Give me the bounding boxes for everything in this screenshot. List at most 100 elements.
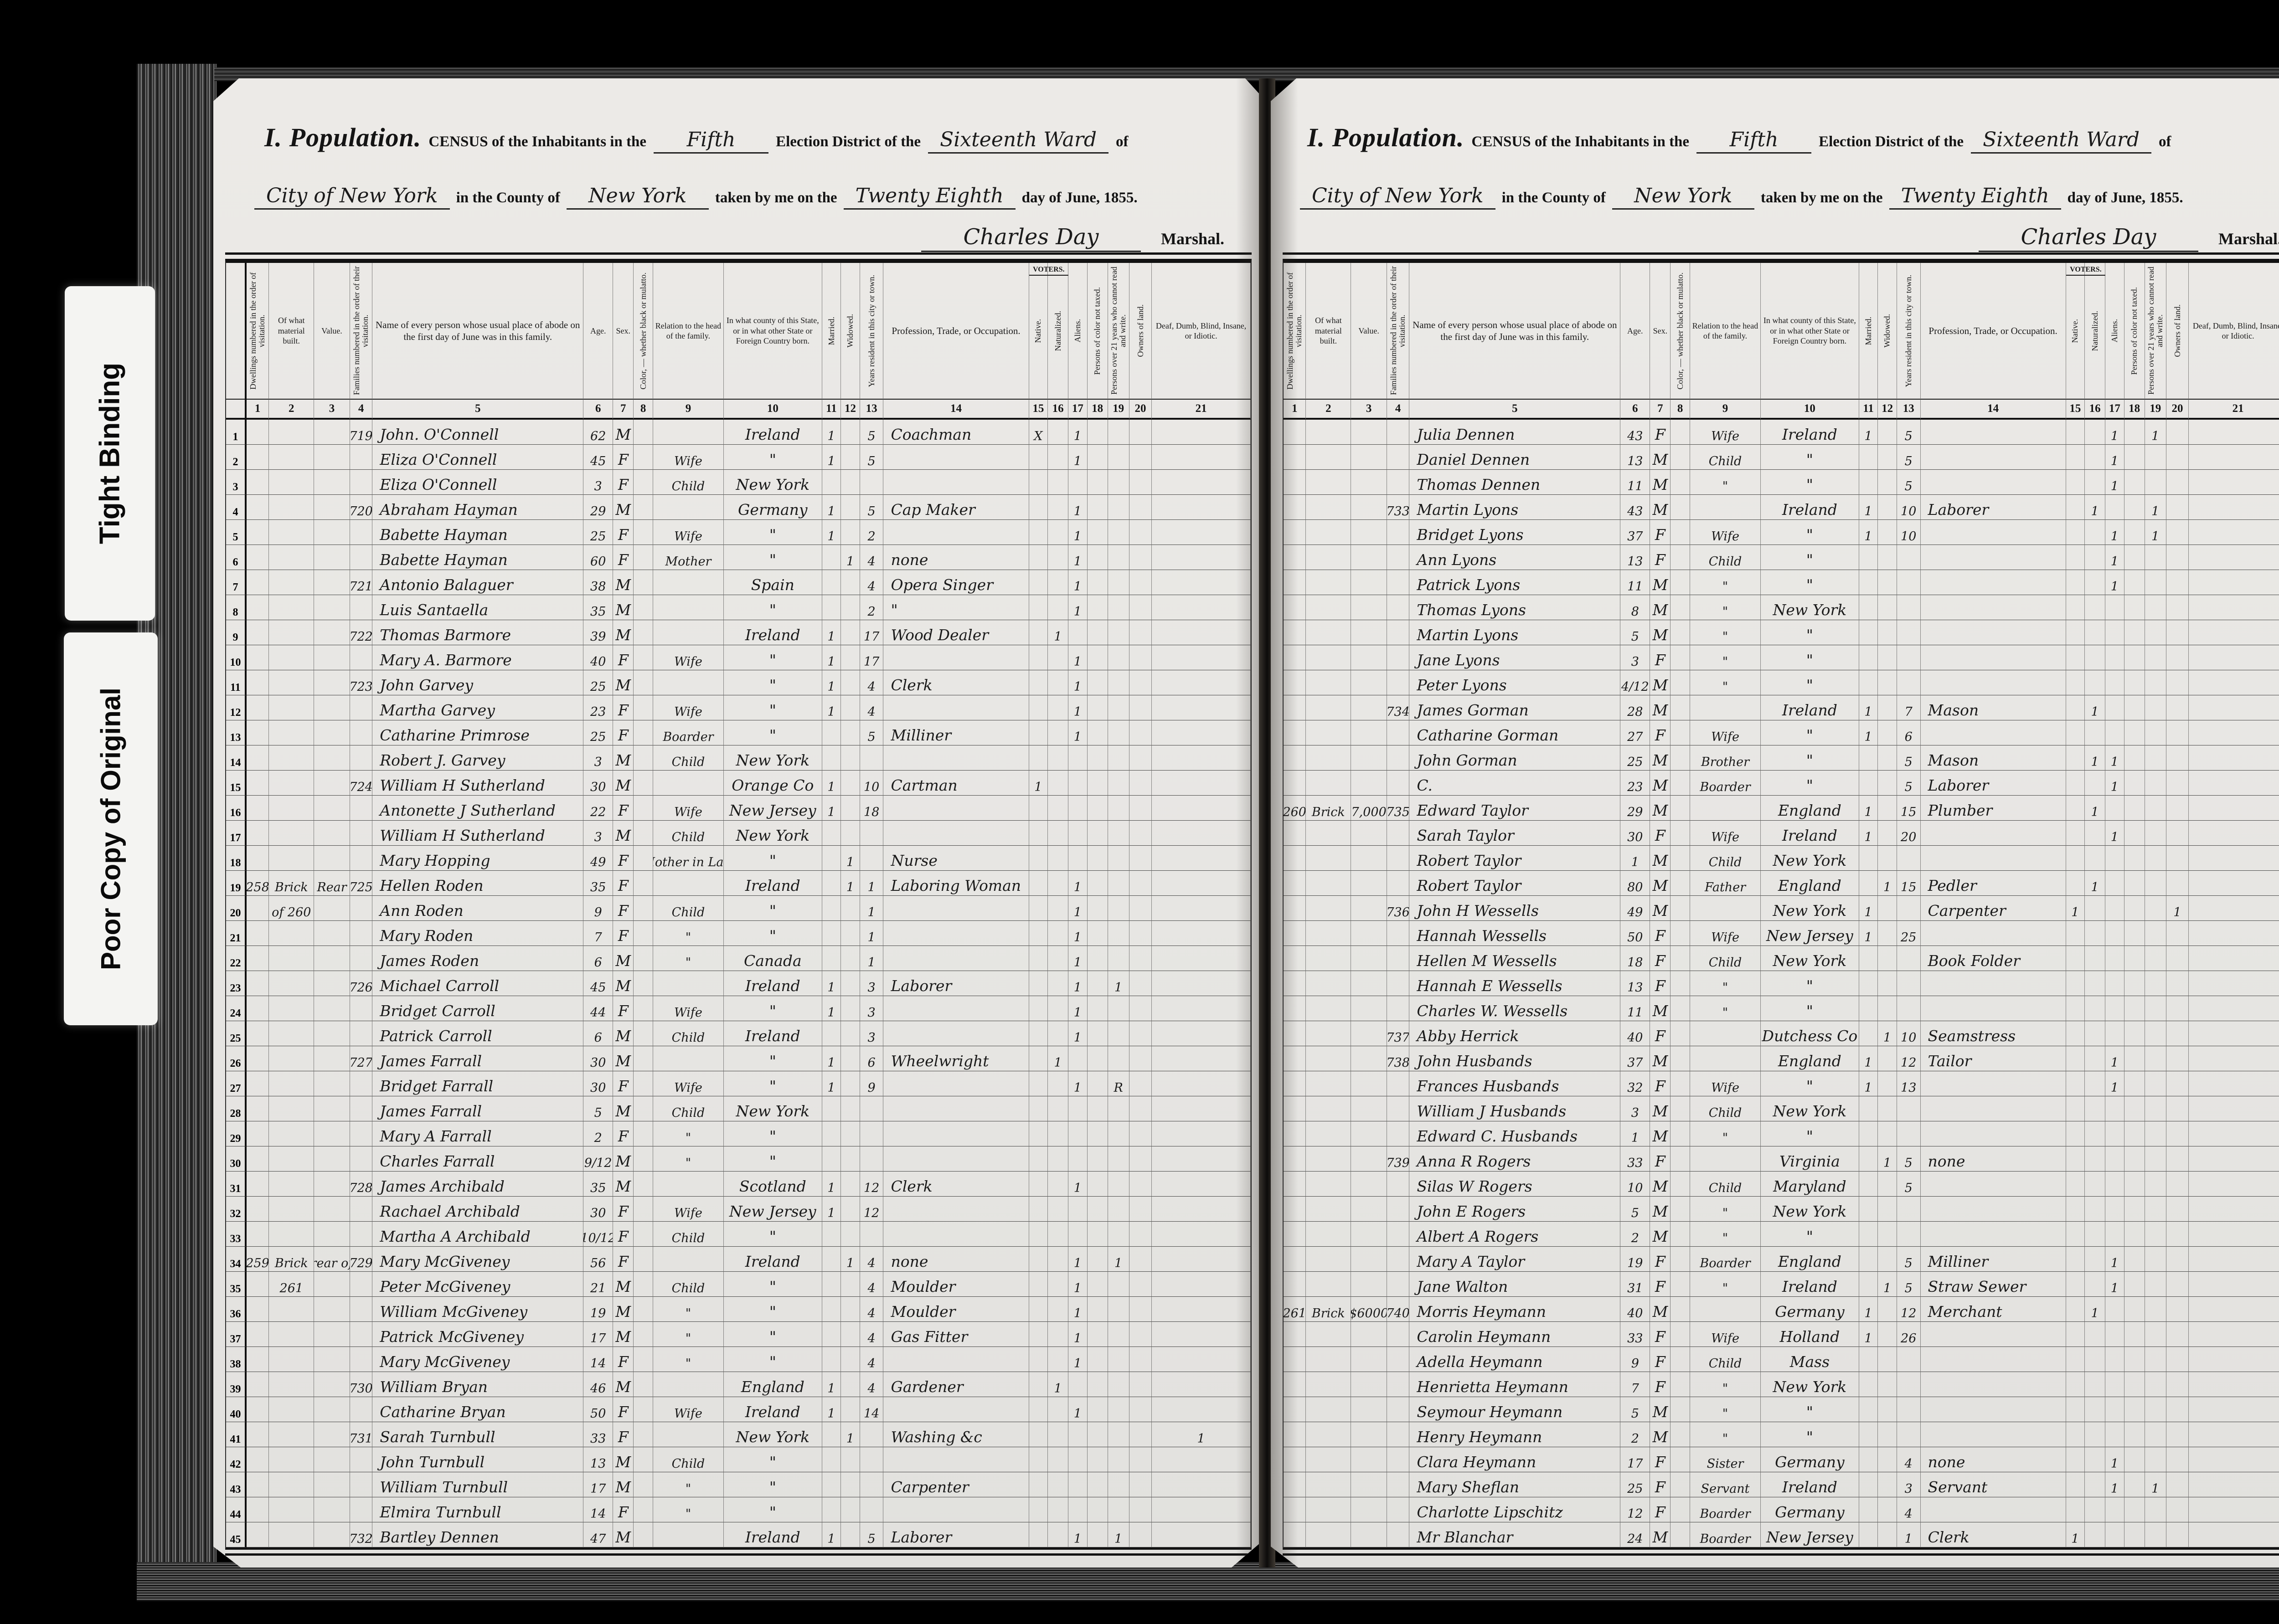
cell-name: William J Husbands (1409, 1096, 1620, 1121)
cell-widowed (1878, 921, 1897, 946)
cell-material (1306, 570, 1351, 595)
cell-voter-native (1029, 1021, 1048, 1046)
cell-married (1859, 1197, 1878, 1222)
cell-deaf-dumb (2189, 771, 2279, 796)
cell-age: 13 (1620, 445, 1650, 470)
cell-age: 5 (1620, 620, 1650, 645)
cell-married (822, 1472, 841, 1497)
column-header-18: Persons of color not taxed. (2124, 263, 2145, 400)
cell-cannot-read-write (2145, 1347, 2166, 1372)
census-table-left: Dwellings numbered in the order of visit… (225, 252, 1252, 1556)
cell-alien (1068, 745, 1088, 771)
cell-family-no (350, 896, 372, 921)
cell-cannot-read-write: 1 (2145, 1472, 2166, 1497)
cell-widowed (841, 771, 860, 796)
cell-age: 33 (1620, 1322, 1650, 1347)
cell-years-resident: 5 (1897, 1272, 1921, 1297)
cell-color-not-taxed (2124, 1021, 2145, 1046)
cell-age: 3 (1620, 645, 1650, 670)
cell-material (269, 745, 314, 771)
cell-voter-native (2066, 846, 2085, 871)
cell-married (1859, 1372, 1878, 1397)
header-text: taken by me on the (1760, 190, 1883, 206)
cell-family-no (350, 445, 372, 470)
cell-name: Frances Husbands (1409, 1071, 1620, 1096)
cell-family-no: 735 (1387, 796, 1409, 821)
cell-voter-native (1029, 645, 1048, 670)
cell-age: 46 (583, 1372, 613, 1397)
cell-dwelling-no (1284, 971, 1306, 996)
cell-sex: M (613, 420, 634, 445)
cell-owner-of-land (2166, 771, 2189, 796)
cell-owner-of-land (2166, 1447, 2189, 1472)
row-number: 13 (226, 720, 247, 745)
column-number-14: 14 (883, 400, 1029, 420)
cell-age: 37 (1620, 520, 1650, 545)
cell-voter-native (1029, 1522, 1048, 1547)
cell-occupation (1921, 821, 2066, 846)
cell-material (1306, 545, 1351, 570)
cell-voter-native: X (1029, 420, 1048, 445)
cell-cannot-read-write (2145, 620, 2166, 645)
cell-value (1351, 1121, 1387, 1146)
column-header-7: Sex. (613, 263, 634, 400)
cell-sex: F (1650, 1372, 1671, 1397)
cell-family-no (1387, 1322, 1409, 1347)
cell-birthplace: " (1761, 771, 1859, 796)
column-number-9: 9 (653, 400, 724, 420)
cell-value (314, 595, 350, 620)
cell-voter-native (1029, 595, 1048, 620)
cell-years-resident (860, 1222, 884, 1247)
cell-dwelling-no (1284, 1046, 1306, 1071)
cell-color-not-taxed (2124, 595, 2145, 620)
cell-family-no (1387, 971, 1409, 996)
cell-voter-naturalized (2085, 595, 2105, 620)
cell-alien: 1 (1068, 1397, 1088, 1422)
cell-married (1859, 1121, 1878, 1146)
cell-married (822, 1322, 841, 1347)
cell-voter-naturalized (2085, 445, 2105, 470)
cell-married: 1 (822, 771, 841, 796)
cell-deaf-dumb (2189, 745, 2279, 771)
cell-name: Eliza O'Connell (372, 470, 583, 495)
cell-cannot-read-write (1108, 1422, 1129, 1447)
cell-material (1306, 1522, 1351, 1547)
cell-alien: 1 (2105, 1247, 2124, 1272)
cell-occupation: Mason (1921, 745, 2066, 771)
cell-color-not-taxed (2124, 545, 2145, 570)
cell-cannot-read-write (1108, 570, 1129, 595)
cell-age: 2 (1620, 1422, 1650, 1447)
cell-material (1306, 1322, 1351, 1347)
cell-owner-of-land (1129, 595, 1152, 620)
cell-owner-of-land (2166, 971, 2189, 996)
header-text: day of June, 1855. (1021, 190, 1138, 206)
cell-age: 1 (1620, 846, 1650, 871)
cell-relation: " (653, 1297, 724, 1322)
cell-age: 14 (583, 1497, 613, 1522)
cell-voter-naturalized (2085, 1422, 2105, 1447)
cell-voter-naturalized (1048, 570, 1068, 595)
column-header-8: Color, — whether black or mulatto. (634, 263, 653, 400)
county-handwritten: New York (567, 184, 709, 210)
cell-alien (2105, 1222, 2124, 1247)
cell-color (1671, 946, 1690, 971)
cell-deaf-dumb (2189, 796, 2279, 821)
cell-name: Mr Blanchar (1409, 1522, 1620, 1547)
cell-color (634, 921, 653, 946)
cell-alien: 1 (2105, 445, 2124, 470)
cell-birthplace: Ireland (724, 1397, 822, 1422)
cell-material (1306, 1447, 1351, 1472)
cell-voter-naturalized (1048, 1347, 1068, 1372)
cell-dwelling-no (247, 620, 269, 645)
cell-age: 17 (583, 1322, 613, 1347)
cell-family-no (1387, 570, 1409, 595)
cell-relation (1690, 1146, 1761, 1172)
cell-married (822, 896, 841, 921)
cell-sex: M (1650, 996, 1671, 1021)
cell-name: William H Sutherland (372, 771, 583, 796)
cell-birthplace: " (724, 595, 822, 620)
cell-occupation: Laborer (1921, 771, 2066, 796)
cell-dwelling-no (247, 470, 269, 495)
cell-voter-native (1029, 1046, 1048, 1071)
cell-dwelling-no (247, 695, 269, 720)
